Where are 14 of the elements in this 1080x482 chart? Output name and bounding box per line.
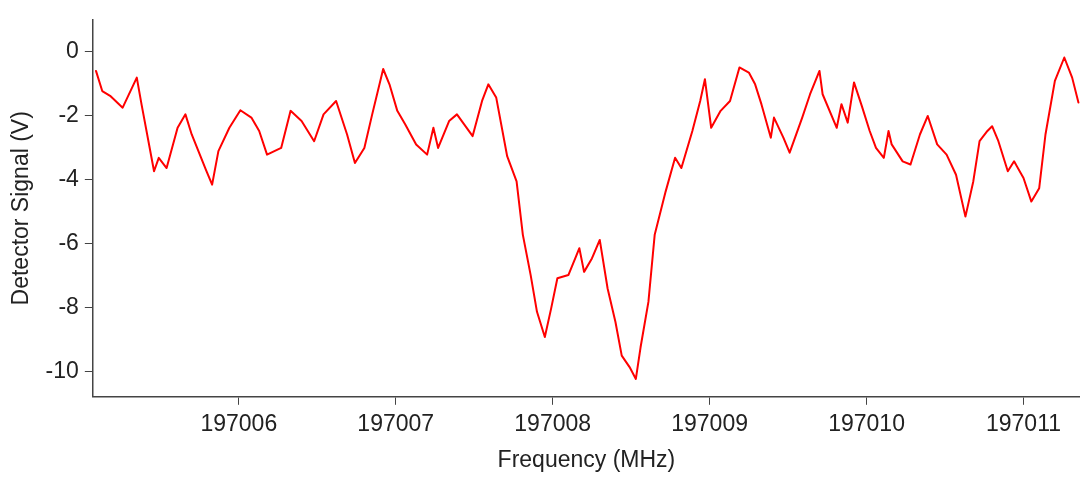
- x-tick-label: 197007: [357, 409, 435, 436]
- y-tick-label: -6: [58, 228, 79, 255]
- y-tick-label: -4: [58, 164, 80, 191]
- y-axis-title: Detector Signal (V): [7, 111, 34, 306]
- x-axis-title: Frequency (MHz): [497, 445, 676, 472]
- y-tick-label: 0: [66, 37, 79, 64]
- x-tick-label: 197011: [985, 409, 1062, 436]
- y-tick-label: -10: [45, 356, 79, 383]
- x-tick-label: 197008: [514, 409, 592, 436]
- x-tick-label: 197010: [828, 409, 905, 436]
- y-tick-label: -8: [58, 292, 79, 319]
- y-tick-label: -2: [58, 100, 79, 127]
- x-tick-label: 197006: [200, 409, 278, 436]
- x-tick-label: 197009: [671, 409, 748, 436]
